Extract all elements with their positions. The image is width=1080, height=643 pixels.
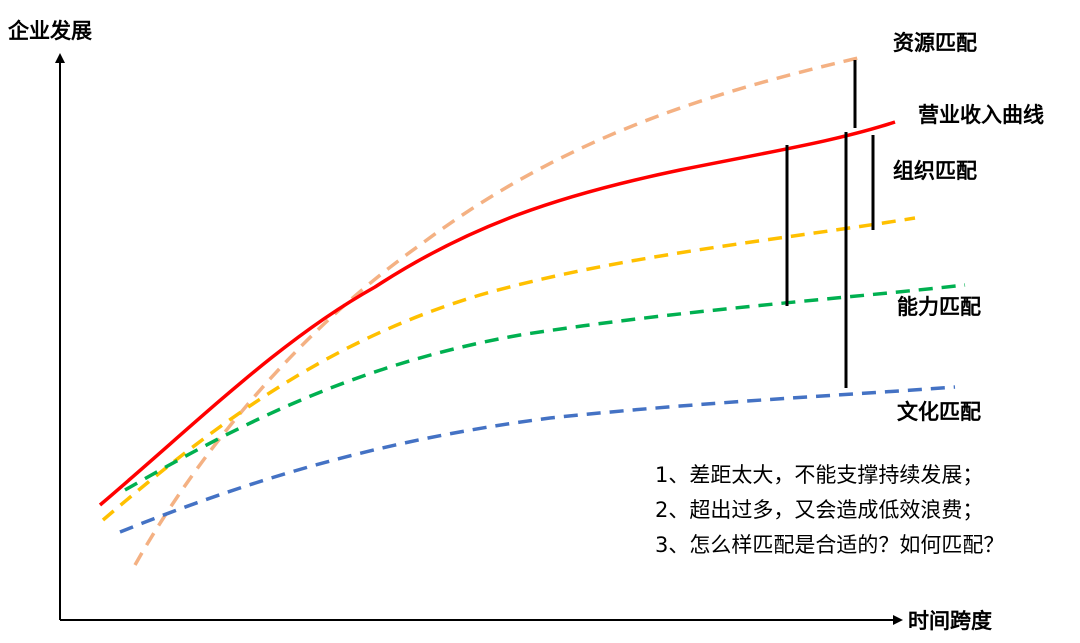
culture-curve <box>119 385 956 534</box>
gap-lines <box>785 60 875 388</box>
x-axis-label: 时间跨度 <box>908 609 992 633</box>
revenue-curve <box>98 120 896 507</box>
note: 3、怎么样匹配是合适的？如何匹配？ <box>655 533 1004 557</box>
curve-label: 文化匹配 <box>897 400 981 424</box>
organization-curve <box>101 216 916 522</box>
y-axis-label: 企业发展 <box>7 19 92 43</box>
curve-label: 能力匹配 <box>897 295 981 319</box>
note: 2、超出过多，又会造成低效浪费； <box>655 498 983 522</box>
capability-curve <box>124 283 966 492</box>
resource-curve <box>133 56 859 566</box>
note: 1、差距太大，不能支撑持续发展； <box>655 463 983 487</box>
curve-label: 资源匹配 <box>893 31 977 55</box>
curve-label: 组织匹配 <box>893 159 977 183</box>
curve-label: 营业收入曲线 <box>918 103 1044 127</box>
